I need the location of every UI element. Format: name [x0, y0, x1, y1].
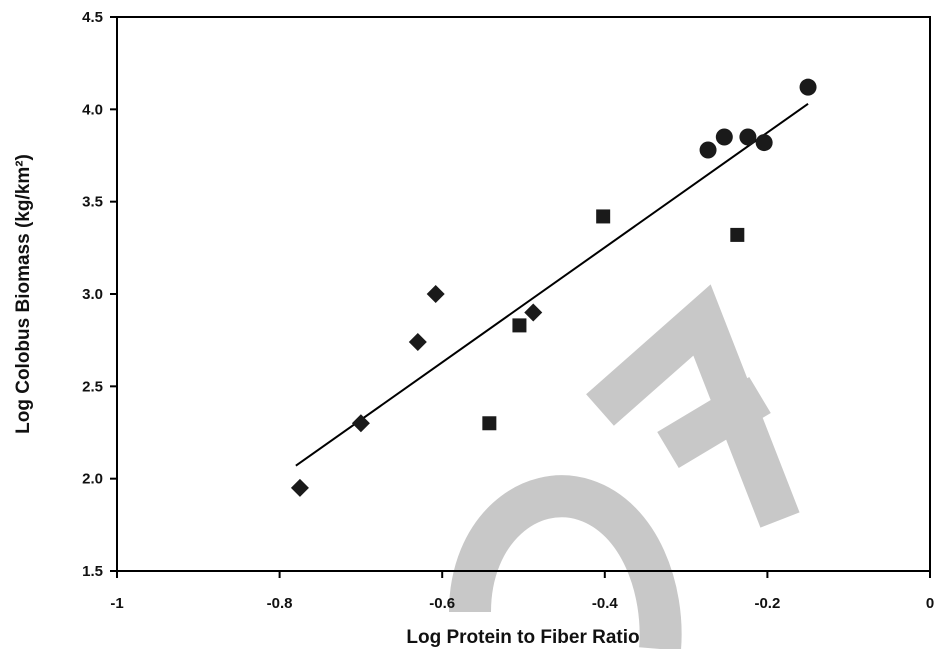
- plot-area: -1 -0.8 -0.6 -0.4 -0.2 0 1.5 2.0 2.5 3.0 3.5 4.0 4.…: [82, 9, 934, 612]
- x-tick-label: -0.2: [754, 595, 780, 612]
- y-tick-label: 3.5: [82, 194, 103, 211]
- y-tick-label: 4.5: [82, 9, 103, 26]
- x-axis-title: Log Protein to Fiber Ratio: [406, 627, 639, 648]
- y-tick-label: 2.0: [82, 471, 103, 488]
- watermark: [449, 284, 800, 649]
- diamond-data-point: [408, 333, 427, 352]
- circle-data-point: [739, 128, 757, 146]
- square-data-point: [596, 209, 611, 224]
- diamond-data-point: [290, 478, 309, 497]
- diamond-data-point: [524, 303, 543, 322]
- y-tick-label: 1.5: [82, 563, 103, 580]
- square-data-point: [482, 416, 497, 431]
- watermark-o: [449, 475, 682, 649]
- circle-data-point: [715, 128, 733, 146]
- x-tick-label: -0.4: [592, 595, 619, 612]
- x-tick-label: -0.6: [429, 595, 455, 612]
- square-data-point: [730, 227, 745, 242]
- circle-data-point: [699, 141, 717, 159]
- x-tick-label: -1: [110, 595, 123, 612]
- circle-data-point: [755, 134, 773, 152]
- x-axis-ticks: -1 -0.8 -0.6 -0.4 -0.2 0: [110, 571, 934, 612]
- y-axis-ticks: 1.5 2.0 2.5 3.0 3.5 4.0 4.5: [82, 9, 117, 580]
- circle-data-point: [799, 78, 817, 96]
- watermark-f: [586, 284, 800, 528]
- x-tick-label: -0.8: [267, 595, 293, 612]
- data-points: [290, 78, 817, 497]
- diamond-data-point: [351, 414, 370, 433]
- trendline: [295, 102, 809, 467]
- diamond-data-point: [426, 285, 445, 303]
- y-axis-title: Log Colobus Biomass (kg/km²): [13, 154, 34, 434]
- trendline-layer: [295, 102, 809, 467]
- y-tick-label: 3.0: [82, 286, 103, 303]
- y-tick-label: 4.0: [82, 101, 103, 118]
- x-tick-label: 0: [926, 595, 934, 612]
- square-data-point: [512, 318, 527, 333]
- y-tick-label: 2.5: [82, 378, 103, 395]
